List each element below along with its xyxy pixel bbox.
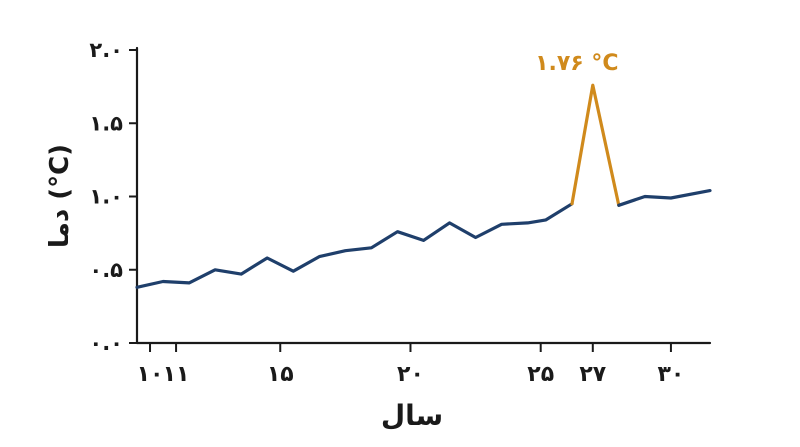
y-tick-label: ۱.۵ [89, 111, 123, 135]
series-line-1 [135, 202, 574, 289]
x-tick-label: ۱۱ [163, 362, 190, 387]
y-tick-label: ۰.۵ [89, 258, 123, 282]
y-axis-ticks: ۰.۰ ۰.۵ ۱.۰ ۱.۵ ۲.۰ [89, 38, 137, 355]
series-group [135, 83, 712, 289]
x-tick-label: ۲۰ [397, 362, 424, 387]
peak-value-annotation: ۱.۷۶ °C [535, 51, 618, 76]
x-tick-label: ۲۷ [579, 362, 606, 387]
annotation-group: ۱.۷۶ °C [535, 51, 618, 76]
x-axis-ticks: ۱۰ ۱۱ ۱۵ ۲۰ ۲۵ ۲۷ ۳۰ [137, 343, 685, 387]
series-line-2 [570, 83, 621, 207]
x-tick-label: ۱۰ [137, 362, 164, 387]
x-tick-label: ۳۰ [658, 362, 685, 387]
x-axis-title: سال [381, 399, 443, 432]
y-tick-label: ۰.۰ [89, 331, 123, 355]
x-tick-label: ۲۵ [527, 362, 554, 387]
y-tick-label: ۲.۰ [89, 38, 123, 62]
y-tick-label: ۱.۰ [89, 185, 123, 209]
x-tick-label: ۱۵ [267, 362, 294, 387]
series-line-3 [617, 189, 712, 207]
y-axis-title: دما (°C) [45, 144, 75, 248]
